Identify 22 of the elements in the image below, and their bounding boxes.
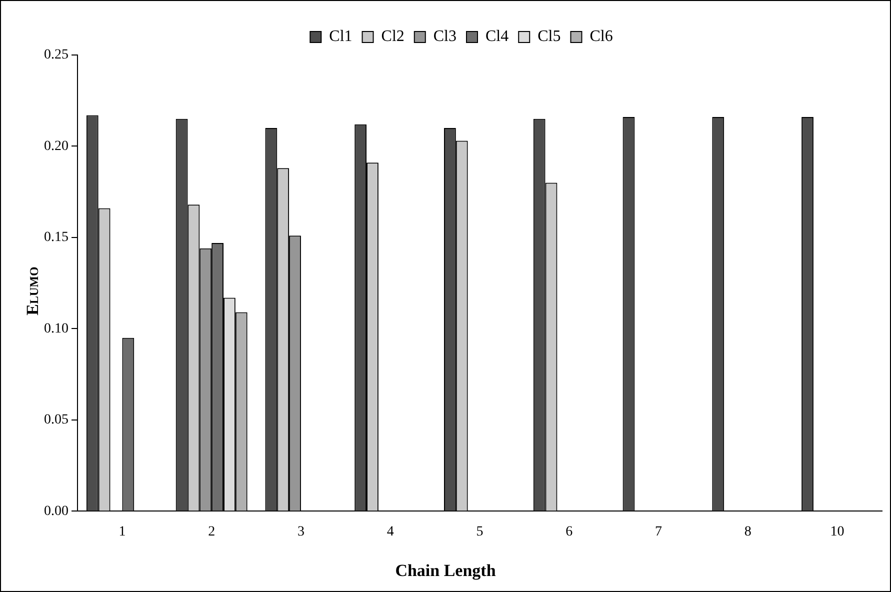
y-tick-label: 0.25	[44, 48, 68, 63]
legend-label: Cl2	[381, 28, 404, 46]
x-tick-label: 3	[297, 524, 304, 540]
legend-label: Cl3	[433, 28, 457, 46]
y-tick-label: 0.00	[44, 504, 68, 519]
y-tick-label: 0.05	[44, 412, 68, 428]
y-tick-label: 0.20	[44, 138, 68, 154]
x-tick-label: 1	[118, 524, 126, 540]
legend-label: Cl6	[590, 28, 613, 46]
y-tick-label: 0.15	[44, 230, 68, 246]
x-tick-label: 2	[208, 524, 216, 540]
x-axis-title: Chain Length	[394, 561, 497, 581]
legend-label: Cl4	[486, 28, 509, 46]
legend-label: Cl1	[329, 28, 352, 46]
y-tick-label: 0.10	[44, 321, 68, 336]
x-tick-label: 4	[386, 524, 394, 540]
x-tick-label: 7	[655, 524, 662, 540]
x-tick-label: 10	[830, 524, 844, 540]
x-tick-label: 5	[476, 524, 484, 540]
legend-label: Cl5	[538, 28, 561, 46]
x-tick-label: 8	[744, 524, 752, 540]
x-tick-label: 6	[566, 524, 573, 540]
